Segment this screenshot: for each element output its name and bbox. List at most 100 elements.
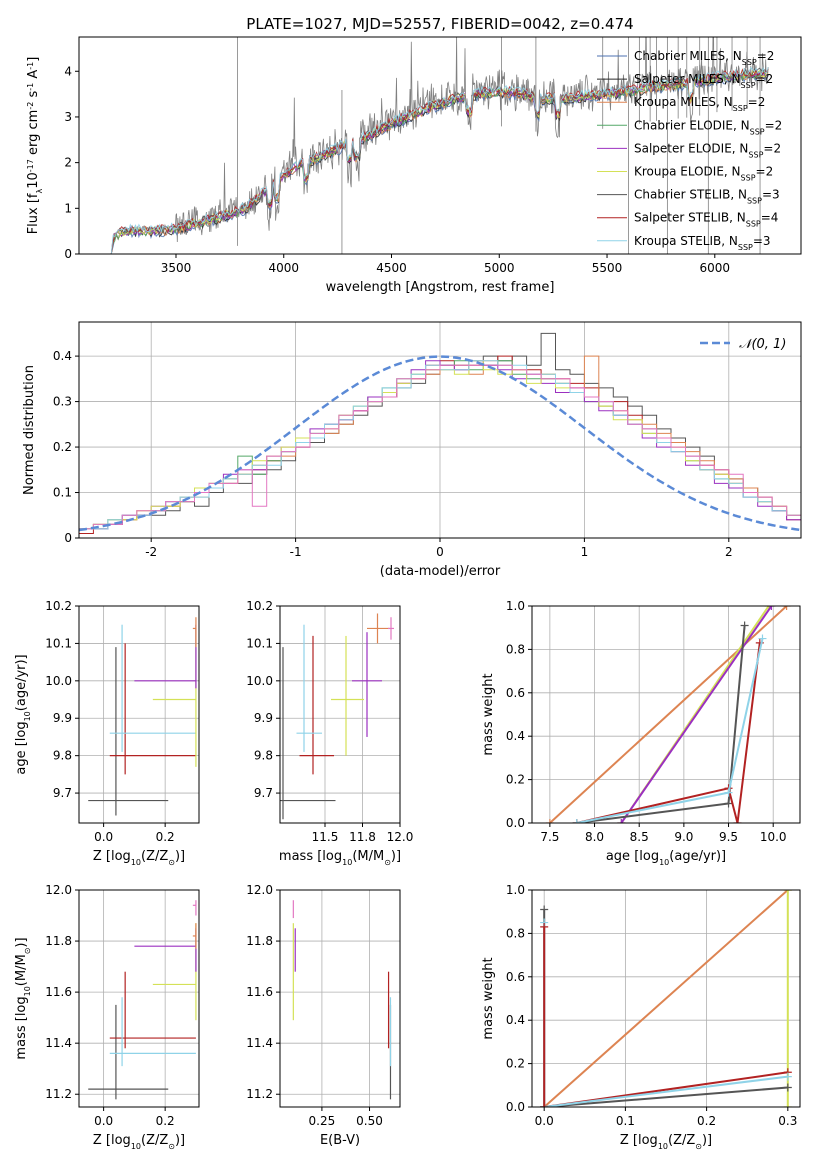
y-tick-label: 1.0 <box>506 883 525 897</box>
weight-point-marker <box>783 890 792 894</box>
x-tick-label: 9.0 <box>674 830 693 844</box>
label-part: Chabrier STELIB, N <box>634 188 747 202</box>
y-axis-label: age [log10(age/yr)] <box>14 654 32 774</box>
legend-entry: Chabrier MILES, NSSP=2 <box>634 49 774 67</box>
y-axis-label: mass [log10(M/M⊙)] <box>14 937 32 1059</box>
y-tick-label: 9.8 <box>53 749 72 763</box>
y-tick-label: 0.2 <box>506 1057 525 1071</box>
x-axis-label: wavelength [Angstrom, rest frame] <box>326 280 555 295</box>
label-part: 10 <box>23 986 32 996</box>
label-part: ⊙ <box>168 1142 175 1151</box>
x-tick-label: 10.0 <box>760 830 787 844</box>
legend-entry: Kroupa STELIB, NSSP=3 <box>634 234 771 252</box>
plot-area <box>532 606 800 823</box>
legend-entry: 𝒩(0, 1) <box>739 337 786 352</box>
x-tick-label: -2 <box>145 545 157 559</box>
label-part: Salpeter MILES, N <box>634 72 741 86</box>
label-part: =4 <box>761 211 779 225</box>
y-tick-label: 0.3 <box>53 395 72 409</box>
label-part: SSP <box>746 219 761 228</box>
weight-point-marker <box>782 606 791 610</box>
x-tick-label: 7.5 <box>540 830 559 844</box>
y-tick-label: 12.0 <box>246 883 273 897</box>
legend-entry: Salpeter STELIB, NSSP=4 <box>634 211 778 229</box>
axes-frame <box>78 605 200 824</box>
panel-spectrum: 3500 4000 4500 5000 5500 6000 0 1 2 3 4 wavelength … <box>26 36 802 295</box>
y-tick-label: 0.6 <box>506 970 525 984</box>
label-part: Chabrier ELODIE, N <box>634 118 750 132</box>
label-part: )] <box>702 1133 712 1148</box>
plot-area <box>110 37 769 254</box>
x-tick-label: 4500 <box>376 261 407 275</box>
y-tick-label: 0.0 <box>506 1100 525 1114</box>
x-tick-label: 0.0 <box>535 1114 554 1128</box>
label-part: A <box>26 70 41 83</box>
y-tick-label: 0 <box>64 531 72 545</box>
label-part: 10 <box>659 858 669 867</box>
label-part: Z [log <box>93 1133 131 1148</box>
y-tick-label: 11.4 <box>45 1036 72 1050</box>
weight-point-marker <box>545 819 554 823</box>
y-tick-label: 10.0 <box>45 674 72 688</box>
weight-point-marker <box>724 788 733 797</box>
x-tick-label: 12.0 <box>387 830 414 844</box>
histogram-extra <box>79 364 801 538</box>
legend-entry: Chabrier ELODIE, NSSP=2 <box>634 118 782 136</box>
label-part: Normed distribution <box>22 365 37 495</box>
label-part: λ <box>35 188 44 193</box>
y-tick-label: 11.6 <box>45 985 72 999</box>
y-tick-label: 0.4 <box>506 1013 525 1027</box>
y-axis-label: mass weight <box>481 673 496 755</box>
weight-line-salpeter-stelib <box>576 642 761 823</box>
label-part: SSP <box>750 127 765 136</box>
axes-frame <box>78 889 200 1108</box>
label-part: (age/yr)] <box>14 654 29 711</box>
y-tick-label: 0.4 <box>506 729 525 743</box>
label-part: wavelength [Angstrom, rest frame] <box>326 280 555 295</box>
label-part: E(B-V) <box>320 1133 360 1148</box>
label-part: Flux [f <box>26 193 41 234</box>
axes-frame <box>279 889 401 1108</box>
legend-entry: Salpeter ELODIE, NSSP=2 <box>634 141 781 159</box>
weight-point-marker <box>783 1103 792 1107</box>
y-tick-label: 9.7 <box>53 786 72 800</box>
legend-entry: Kroupa MILES, NSSP=2 <box>634 95 765 113</box>
label-part: 10 <box>658 1142 668 1151</box>
plot-area <box>79 890 199 1107</box>
y-tick-label: 0.4 <box>53 349 72 363</box>
label-part: SSP <box>741 173 756 182</box>
weight-point-marker <box>733 819 742 823</box>
label-part: ⊙ <box>695 1142 702 1151</box>
weight-point-marker <box>540 905 549 914</box>
y-tick-label: 4 <box>64 64 72 78</box>
label-part: Salpeter ELODIE, N <box>634 141 748 155</box>
weight-point-marker <box>540 1103 549 1107</box>
y-tick-label: 2 <box>64 156 72 170</box>
label-part: -1 <box>26 83 35 91</box>
label-part: ⊙ <box>23 948 32 955</box>
weight-point-marker <box>783 1083 792 1092</box>
y-tick-label: 11.2 <box>45 1087 72 1101</box>
x-tick-label: 8.0 <box>585 830 604 844</box>
legend-entry: Salpeter MILES, NSSP=2 <box>634 72 773 90</box>
label-part: =2 <box>763 141 781 155</box>
y-tick-label: 1.0 <box>506 599 525 613</box>
label-part: )] <box>391 849 401 864</box>
x-axis-label: Z [log10(Z/Z⊙)] <box>93 1133 185 1151</box>
label-part: SSP <box>747 196 762 205</box>
y-tick-label: 9.9 <box>53 711 72 725</box>
y-tick-label: 0.6 <box>506 686 525 700</box>
weight-point-marker <box>767 606 776 610</box>
label-part: =2 <box>757 49 775 63</box>
weight-point-marker <box>758 634 767 643</box>
x-tick-label: -1 <box>290 545 302 559</box>
label-part: Chabrier MILES, N <box>634 49 742 63</box>
label-part: 10 <box>342 858 352 867</box>
gaussian-curve <box>79 355 801 532</box>
weight-line-chabrier-stelib <box>576 625 746 823</box>
x-tick-label: 9.5 <box>719 830 738 844</box>
legend-entry: Kroupa ELODIE, NSSP=2 <box>634 165 773 183</box>
label-part: )] <box>175 1133 185 1148</box>
label-part: 10 <box>131 858 141 867</box>
y-tick-label: 11.6 <box>246 985 273 999</box>
